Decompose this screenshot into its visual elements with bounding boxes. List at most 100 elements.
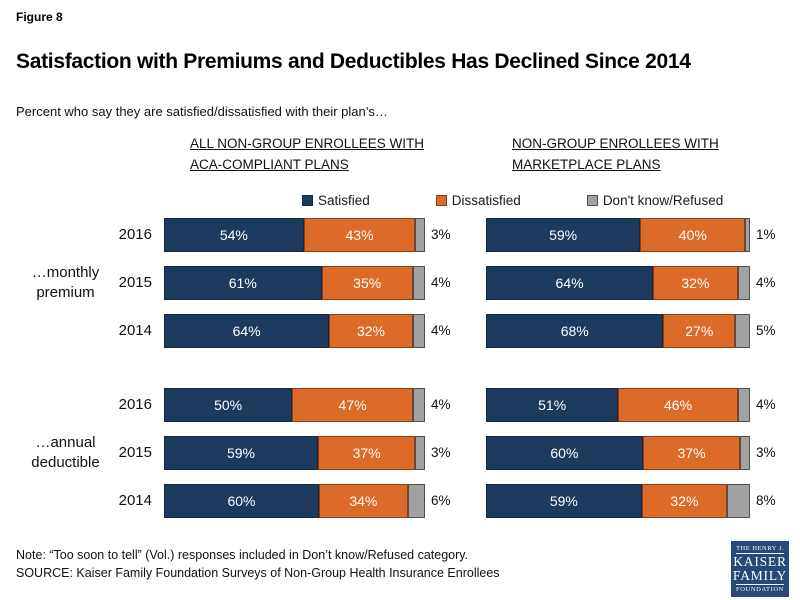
segment-satisfied: 59% (486, 217, 641, 252)
stacked-bar-marketplace: 64% 32% (486, 265, 750, 300)
segment-satisfied: 64% (164, 313, 330, 348)
bar-row-deductible-2014: 2014 60% 34% 6% 59% 32% 8% (115, 483, 784, 518)
dont-know-value-label: 5% (756, 323, 776, 339)
legend-label-dissatisfied: Dissatisfied (451, 192, 521, 208)
segment-dissatisfied: 32% (329, 313, 413, 348)
footnotes: Note: “Too soon to tell” (Vol.) response… (16, 546, 500, 582)
segment-satisfied: 61% (164, 265, 322, 300)
segment-satisfied: 50% (164, 387, 293, 422)
bar-row-premium-2014: 2014 64% 32% 4% 68% 27% 5% (115, 313, 784, 348)
group-label-line: deductible (31, 453, 100, 471)
note-line: Note: “Too soon to tell” (Vol.) response… (16, 548, 469, 562)
dont-know-value-label: 3% (756, 445, 776, 461)
segment-dissatisfied: 27% (663, 313, 736, 348)
segment-dissatisfied: 47% (292, 387, 413, 422)
year-label: 2015 (118, 274, 152, 292)
panel-header-marketplace: NON-GROUP ENROLLEES WITH MARKETPLACE PLA… (512, 134, 719, 176)
segment-dont-know (737, 387, 750, 422)
group-rows: 2016 54% 43% 3% 59% 40% 1% (115, 217, 784, 348)
segment-satisfied: 51% (486, 387, 619, 422)
legend: Satisfied Dissatisfied Don't know/Refuse… (302, 193, 784, 208)
segment-dont-know (407, 483, 425, 518)
row-group-annual-deductible: …annual deductible 2016 50% 47% 4% 51% 4… (16, 387, 784, 518)
group-label-annual-deductible: …annual deductible (16, 433, 115, 474)
stacked-bar-marketplace: 51% 46% (486, 387, 750, 422)
stacked-bar-marketplace: 59% 32% (486, 483, 750, 518)
year-label: 2015 (118, 444, 152, 462)
segment-dont-know (412, 265, 425, 300)
legend-label-dont-know: Don't know/Refused (602, 192, 724, 208)
segment-dont-know (737, 265, 750, 300)
panel-header-aca-line2: ACA-COMPLIANT PLANS (190, 156, 349, 172)
panel-header-aca: ALL NON-GROUP ENROLLEES WITH ACA-COMPLIA… (190, 134, 470, 176)
bar-row-premium-2015: 2015 61% 35% 4% 64% 32% 4% (115, 265, 784, 300)
group-rows: 2016 50% 47% 4% 51% 46% 4% (115, 387, 784, 518)
segment-dissatisfied: 40% (640, 217, 746, 252)
segment-dissatisfied: 37% (317, 435, 416, 470)
logo-line-foundation: FOUNDATION (736, 584, 784, 594)
bar-row-deductible-2015: 2015 59% 37% 3% 60% 37% 3% (115, 435, 784, 470)
stacked-bar-marketplace: 68% 27% (486, 313, 750, 348)
dont-know-value-label: 3% (431, 227, 451, 243)
dont-know-swatch-icon (586, 194, 598, 206)
chart-subtitle: Percent who say they are satisfied/dissa… (16, 104, 388, 119)
panel-headers: ALL NON-GROUP ENROLLEES WITH ACA-COMPLIA… (16, 134, 784, 176)
dont-know-value-label: 8% (756, 493, 776, 509)
stacked-bar-marketplace: 59% 40% (486, 217, 750, 252)
stacked-bar-marketplace: 60% 37% (486, 435, 750, 470)
segment-dont-know (727, 483, 750, 518)
panel-header-marketplace-line1: NON-GROUP ENROLLEES WITH (512, 136, 719, 151)
segment-satisfied: 68% (486, 313, 664, 348)
segment-dissatisfied: 37% (642, 435, 741, 470)
segment-dissatisfied: 32% (653, 265, 738, 300)
group-label-line: …monthly (31, 263, 100, 281)
stacked-bar-aca: 60% 34% (164, 483, 425, 518)
stacked-bar-aca: 61% 35% (164, 265, 425, 300)
dont-know-value-label: 4% (431, 275, 451, 291)
segment-dont-know (735, 313, 750, 348)
year-label: 2016 (118, 226, 152, 244)
segment-dissatisfied: 43% (303, 217, 416, 252)
legend-item-dont-know: Don't know/Refused (586, 192, 724, 208)
logo-line-family: FAMILY (732, 568, 788, 583)
stacked-bar-aca: 59% 37% (164, 435, 425, 470)
satisfied-swatch-icon (302, 194, 313, 206)
stacked-bar-aca: 64% 32% (164, 313, 425, 348)
stacked-bar-aca: 50% 47% (164, 387, 425, 422)
segment-satisfied: 54% (164, 217, 304, 252)
bar-row-premium-2016: 2016 54% 43% 3% 59% 40% 1% (115, 217, 784, 252)
segment-satisfied: 59% (164, 435, 318, 470)
year-label: 2014 (118, 492, 152, 510)
dissatisfied-swatch-icon (435, 194, 447, 206)
dont-know-value-label: 1% (756, 227, 776, 243)
page-title: Satisfaction with Premiums and Deductibl… (16, 50, 691, 73)
segment-dont-know (412, 387, 425, 422)
segment-dissatisfied: 32% (641, 483, 728, 518)
dont-know-value-label: 6% (431, 493, 451, 509)
segment-satisfied: 59% (486, 483, 642, 518)
logo-line-kaiser: KAISER (733, 553, 787, 569)
dont-know-value-label: 4% (756, 397, 776, 413)
figure-label: Figure 8 (16, 10, 63, 24)
kff-logo: THE HENRY J. KAISER FAMILY FOUNDATION (731, 541, 789, 597)
chart-area: …monthly premium 2016 54% 43% 3% 59% 40% (16, 217, 784, 518)
dont-know-value-label: 4% (431, 397, 451, 413)
dont-know-value-label: 4% (756, 275, 776, 291)
row-group-monthly-premium: …monthly premium 2016 54% 43% 3% 59% 40% (16, 217, 784, 348)
segment-dissatisfied: 46% (618, 387, 738, 422)
segment-satisfied: 60% (486, 435, 643, 470)
segment-dont-know (415, 435, 425, 470)
group-label-line: premium (36, 283, 95, 301)
legend-item-satisfied: Satisfied (302, 193, 370, 208)
segment-dont-know (745, 217, 750, 252)
segment-dissatisfied: 34% (319, 483, 408, 518)
group-label-line: …annual (35, 433, 96, 451)
dont-know-value-label: 3% (431, 445, 451, 461)
segment-dissatisfied: 35% (321, 265, 413, 300)
legend-label-satisfied: Satisfied (318, 192, 370, 208)
dont-know-value-label: 4% (431, 323, 451, 339)
year-label: 2014 (118, 322, 152, 340)
segment-satisfied: 60% (164, 483, 319, 518)
source-line: SOURCE: Kaiser Family Foundation Surveys… (16, 566, 500, 581)
